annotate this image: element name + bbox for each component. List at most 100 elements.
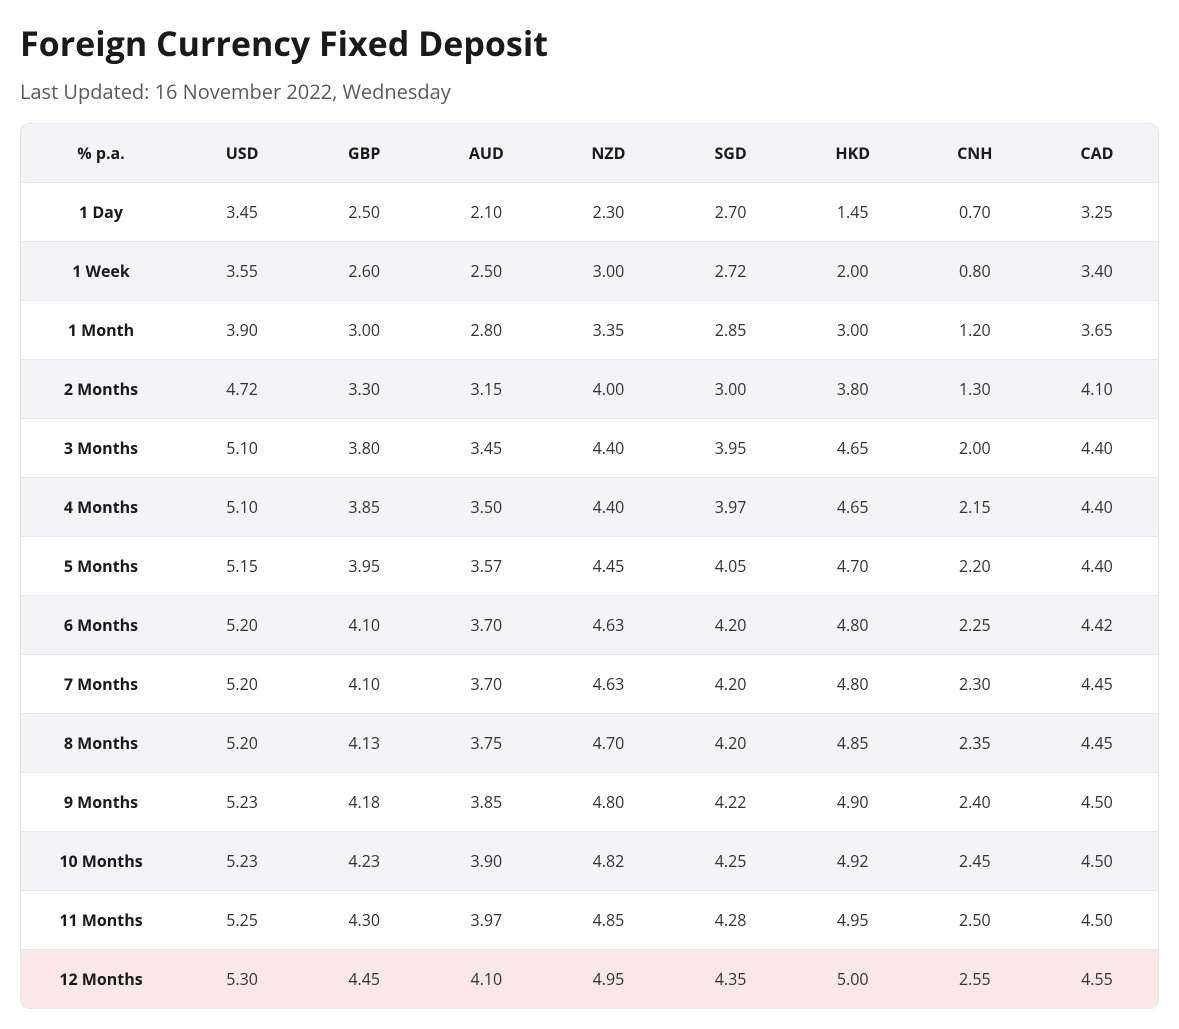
rate-cell: 4.28	[670, 891, 792, 950]
rate-cell: 3.15	[425, 360, 547, 419]
row-label: 9 Months	[21, 773, 181, 832]
rate-cell: 1.20	[914, 301, 1036, 360]
rate-cell: 2.00	[914, 419, 1036, 478]
rate-cell: 4.95	[547, 950, 669, 1009]
rate-cell: 4.40	[1036, 478, 1158, 537]
rate-cell: 2.85	[670, 301, 792, 360]
rate-cell: 3.90	[181, 301, 303, 360]
rate-cell: 3.00	[547, 242, 669, 301]
rate-cell: 3.00	[670, 360, 792, 419]
rate-cell: 4.45	[1036, 714, 1158, 773]
rate-cell: 2.30	[547, 183, 669, 242]
rate-cell: 3.30	[303, 360, 425, 419]
rate-cell: 5.00	[792, 950, 914, 1009]
rate-cell: 5.15	[181, 537, 303, 596]
rate-cell: 4.00	[547, 360, 669, 419]
rate-cell: 4.92	[792, 832, 914, 891]
rate-cell: 4.18	[303, 773, 425, 832]
rate-cell: 3.80	[792, 360, 914, 419]
rate-cell: 4.82	[547, 832, 669, 891]
rate-cell: 4.95	[792, 891, 914, 950]
rate-cell: 2.40	[914, 773, 1036, 832]
table-row: 12 Months5.304.454.104.954.355.002.554.5…	[21, 950, 1158, 1009]
rate-cell: 5.10	[181, 478, 303, 537]
rate-cell: 3.70	[425, 596, 547, 655]
rate-cell: 5.23	[181, 832, 303, 891]
rate-cell: 4.05	[670, 537, 792, 596]
page-title: Foreign Currency Fixed Deposit	[20, 20, 1159, 66]
rate-cell: 5.10	[181, 419, 303, 478]
rate-cell: 4.85	[792, 714, 914, 773]
rate-cell: 3.85	[303, 478, 425, 537]
rate-cell: 1.45	[792, 183, 914, 242]
rate-cell: 4.45	[547, 537, 669, 596]
rate-cell: 2.50	[425, 242, 547, 301]
rate-cell: 3.40	[1036, 242, 1158, 301]
rate-cell: 2.35	[914, 714, 1036, 773]
rate-cell: 1.30	[914, 360, 1036, 419]
table-row: 7 Months5.204.103.704.634.204.802.304.45	[21, 655, 1158, 714]
table-row: 10 Months5.234.233.904.824.254.922.454.5…	[21, 832, 1158, 891]
rate-cell: 5.20	[181, 655, 303, 714]
rate-cell: 2.80	[425, 301, 547, 360]
row-label: 6 Months	[21, 596, 181, 655]
table-row: 3 Months5.103.803.454.403.954.652.004.40	[21, 419, 1158, 478]
rate-cell: 4.70	[792, 537, 914, 596]
table-row: 9 Months5.234.183.854.804.224.902.404.50	[21, 773, 1158, 832]
column-header-hkd: HKD	[792, 124, 914, 183]
rate-cell: 4.65	[792, 478, 914, 537]
rate-cell: 4.45	[303, 950, 425, 1009]
column-header-gbp: GBP	[303, 124, 425, 183]
row-label: 2 Months	[21, 360, 181, 419]
rate-cell: 4.80	[547, 773, 669, 832]
table-row: 1 Week3.552.602.503.002.722.000.803.40	[21, 242, 1158, 301]
last-updated-text: Last Updated: 16 November 2022, Wednesda…	[20, 78, 1159, 105]
row-label: 1 Week	[21, 242, 181, 301]
column-header--p-a-: % p.a.	[21, 124, 181, 183]
table-header-row: % p.a.USDGBPAUDNZDSGDHKDCNHCAD	[21, 124, 1158, 183]
rate-cell: 4.90	[792, 773, 914, 832]
rate-cell: 3.85	[425, 773, 547, 832]
rate-cell: 4.10	[303, 655, 425, 714]
rate-cell: 4.20	[670, 655, 792, 714]
rate-cell: 4.85	[547, 891, 669, 950]
table-row: 1 Day3.452.502.102.302.701.450.703.25	[21, 183, 1158, 242]
rate-cell: 4.20	[670, 596, 792, 655]
rate-cell: 4.63	[547, 596, 669, 655]
rate-cell: 4.80	[792, 596, 914, 655]
rate-cell: 3.80	[303, 419, 425, 478]
rate-cell: 2.60	[303, 242, 425, 301]
rate-cell: 4.10	[303, 596, 425, 655]
row-label: 7 Months	[21, 655, 181, 714]
row-label: 10 Months	[21, 832, 181, 891]
rate-cell: 3.65	[1036, 301, 1158, 360]
rate-cell: 4.10	[1036, 360, 1158, 419]
rate-cell: 4.42	[1036, 596, 1158, 655]
row-label: 3 Months	[21, 419, 181, 478]
rate-cell: 2.00	[792, 242, 914, 301]
rate-cell: 2.25	[914, 596, 1036, 655]
rate-cell: 4.40	[1036, 537, 1158, 596]
rate-cell: 2.55	[914, 950, 1036, 1009]
row-label: 8 Months	[21, 714, 181, 773]
table-row: 2 Months4.723.303.154.003.003.801.304.10	[21, 360, 1158, 419]
rate-cell: 3.90	[425, 832, 547, 891]
table-row: 1 Month3.903.002.803.352.853.001.203.65	[21, 301, 1158, 360]
table-row: 5 Months5.153.953.574.454.054.702.204.40	[21, 537, 1158, 596]
rate-cell: 0.80	[914, 242, 1036, 301]
row-label: 11 Months	[21, 891, 181, 950]
rate-cell: 2.30	[914, 655, 1036, 714]
rate-cell: 4.22	[670, 773, 792, 832]
rate-cell: 2.70	[670, 183, 792, 242]
rate-cell: 4.50	[1036, 891, 1158, 950]
rate-cell: 4.20	[670, 714, 792, 773]
rate-cell: 4.35	[670, 950, 792, 1009]
rate-cell: 4.40	[547, 478, 669, 537]
rates-table-wrapper: % p.a.USDGBPAUDNZDSGDHKDCNHCAD 1 Day3.45…	[20, 123, 1159, 1009]
row-label: 5 Months	[21, 537, 181, 596]
rate-cell: 4.45	[1036, 655, 1158, 714]
column-header-nzd: NZD	[547, 124, 669, 183]
rate-cell: 4.30	[303, 891, 425, 950]
rate-cell: 2.15	[914, 478, 1036, 537]
row-label: 1 Month	[21, 301, 181, 360]
